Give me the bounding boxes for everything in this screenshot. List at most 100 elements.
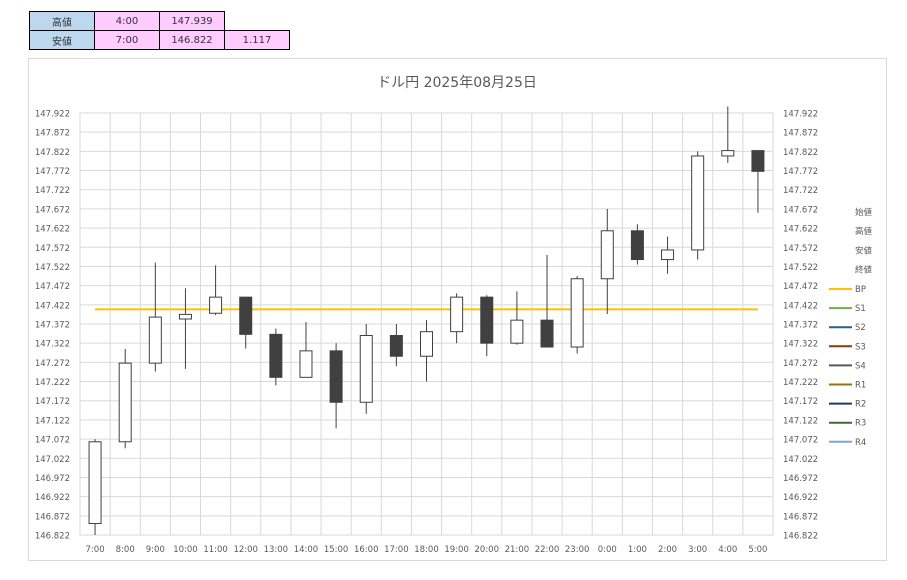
legend-text-item: 高値: [855, 226, 873, 237]
candle: [751, 150, 765, 213]
y-tick-label-right: 147.272: [783, 359, 818, 369]
y-tick-label-left: 147.672: [35, 205, 70, 215]
candle-body-up: [570, 278, 584, 348]
x-tick-label: 16:00: [354, 545, 379, 555]
x-tick-label: 15:00: [324, 545, 349, 555]
y-tick-label-right: 147.922: [783, 110, 818, 120]
y-tick-label-right: 147.472: [783, 282, 818, 292]
y-tick-label-left: 146.972: [35, 474, 70, 484]
candle: [269, 328, 283, 386]
x-tick-label: 4:00: [718, 545, 737, 555]
candle: [630, 224, 644, 265]
y-tick-label-right: 147.672: [783, 205, 818, 215]
candle-body-down: [480, 296, 494, 344]
y-tick-label-right: 147.322: [783, 340, 818, 350]
y-tick-label-right: 146.822: [783, 532, 818, 542]
x-tick-label: 18:00: [414, 545, 439, 555]
x-tick-label: 14:00: [294, 545, 319, 555]
high-label: 高値: [29, 11, 95, 31]
axis-layer: 146.822 146.822 146.872 146.872 146.922 146.9…: [35, 110, 818, 556]
legend-label: S1: [855, 304, 866, 314]
candle-body-down: [751, 150, 765, 172]
candle-body-down: [239, 296, 253, 335]
low-label: 安値: [29, 30, 95, 50]
legend-entry: BP: [829, 285, 866, 295]
legend-entry: R2: [829, 400, 866, 410]
candle: [239, 296, 253, 349]
x-tick-label: 20:00: [475, 545, 500, 555]
candle: [450, 293, 464, 344]
legend-text-item: 安値: [855, 245, 873, 256]
y-tick-label-left: 146.922: [35, 493, 70, 503]
y-tick-label-left: 147.472: [35, 282, 70, 292]
x-tick-label: 10:00: [173, 545, 198, 555]
y-tick-label-right: 147.822: [783, 148, 818, 158]
candle: [600, 208, 614, 315]
y-tick-label-right: 147.872: [783, 129, 818, 139]
y-tick-label-left: 146.872: [35, 512, 70, 522]
y-tick-label-left: 147.122: [35, 416, 70, 426]
y-tick-label-left: 147.172: [35, 397, 70, 407]
y-tick-label-left: 146.822: [35, 532, 70, 542]
legend-label: S3: [855, 342, 866, 352]
y-tick-label-left: 147.072: [35, 436, 70, 446]
y-tick-label-right: 146.872: [783, 512, 818, 522]
low-time: 7:00: [94, 30, 160, 50]
legend-label: S2: [855, 323, 866, 333]
legend-label: R1: [855, 381, 866, 391]
candle-body-down: [389, 335, 403, 357]
high-time: 4:00: [94, 11, 160, 31]
y-tick-label-left: 147.522: [35, 263, 70, 273]
candle-body-up: [721, 150, 735, 157]
candle: [299, 322, 313, 378]
x-tick-label: 2:00: [658, 545, 677, 555]
y-tick-label-left: 147.022: [35, 455, 70, 465]
x-tick-label: 11:00: [203, 545, 228, 555]
candle-body-up: [118, 362, 132, 443]
y-tick-label-right: 146.922: [783, 493, 818, 503]
candle-body-up: [209, 296, 223, 314]
x-tick-label: 7:00: [86, 545, 105, 555]
y-tick-label-right: 147.122: [783, 416, 818, 426]
candle: [88, 439, 102, 535]
range-value: 1.117: [224, 30, 290, 50]
y-tick-label-left: 147.572: [35, 244, 70, 254]
candle: [178, 288, 192, 369]
y-tick-label-right: 147.422: [783, 301, 818, 311]
y-tick-label-right: 147.022: [783, 455, 818, 465]
summary-low-row: 安値 7:00 146.822 1.117: [29, 30, 290, 50]
y-tick-label-right: 147.722: [783, 186, 818, 196]
x-tick-label: 1:00: [628, 545, 647, 555]
y-tick-label-left: 147.872: [35, 129, 70, 139]
x-tick-label: 3:00: [688, 545, 707, 555]
legend-entry: S4: [829, 361, 866, 371]
candle-body-down: [630, 230, 644, 261]
candle-body-up: [600, 230, 614, 280]
candle-body-up: [691, 155, 705, 251]
legend-entry: R4: [829, 438, 866, 448]
x-tick-label: 9:00: [146, 545, 165, 555]
y-tick-label-right: 147.072: [783, 436, 818, 446]
legend-label: R2: [855, 400, 866, 410]
y-tick-label-left: 147.372: [35, 321, 70, 331]
legend-label: R3: [855, 419, 866, 429]
candle-body-up: [661, 249, 675, 261]
legend-entry: R3: [829, 419, 866, 429]
candle: [209, 265, 223, 316]
x-tick-label: 13:00: [264, 545, 289, 555]
candle-body-up: [420, 331, 433, 357]
y-tick-label-right: 147.222: [783, 378, 818, 388]
y-tick-label-right: 147.522: [783, 263, 818, 273]
candle: [540, 254, 554, 348]
candle: [480, 295, 494, 357]
candle-body-down: [329, 350, 343, 403]
y-tick-label-left: 147.322: [35, 340, 70, 350]
y-tick-label-right: 146.972: [783, 474, 818, 484]
y-tick-label-right: 147.622: [783, 225, 818, 235]
candle-body-up: [359, 335, 373, 403]
candle-layer: [88, 106, 765, 535]
chart-title: ドル円 2025年08月25日: [377, 75, 537, 91]
candle: [118, 348, 132, 449]
x-tick-label: 23:00: [565, 545, 590, 555]
